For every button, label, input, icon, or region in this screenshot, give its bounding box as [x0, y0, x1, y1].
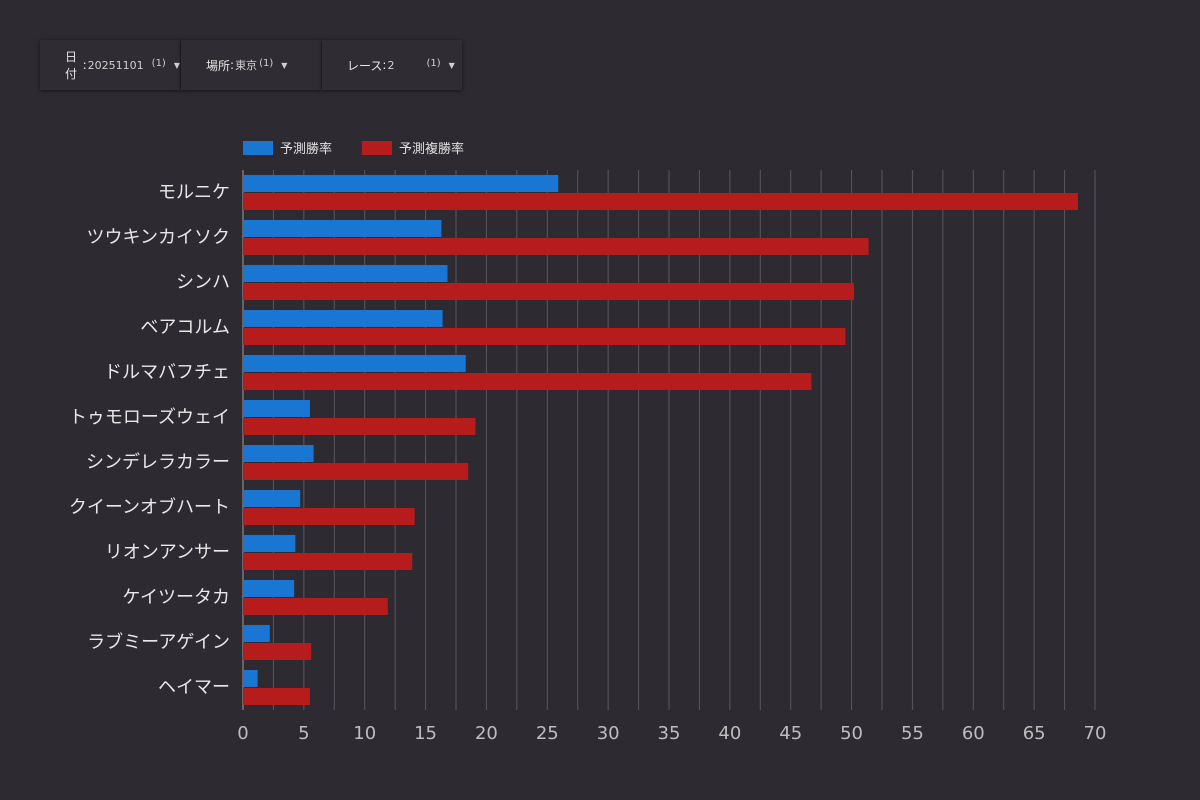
category-label: リオンアンサー	[105, 542, 230, 563]
x-tick-label: 25	[536, 723, 559, 744]
filter-race-label: レース	[347, 58, 383, 73]
x-tick-label: 70	[1084, 723, 1107, 744]
category-label: トゥモローズウェイ	[69, 407, 230, 428]
bar-place-rate	[243, 688, 310, 705]
x-tick-label: 45	[779, 723, 802, 744]
bar-win-rate	[243, 625, 270, 642]
bar-place-rate	[243, 598, 388, 615]
x-tick-label: 20	[475, 723, 498, 744]
filter-venue-count: (1)	[259, 57, 274, 69]
legend-label: 予測複勝率	[399, 141, 464, 157]
bar-win-rate	[243, 355, 466, 372]
x-tick-label: 0	[237, 723, 248, 744]
filter-race-value: 2	[387, 58, 395, 72]
bar-place-rate	[243, 238, 869, 255]
x-tick-label: 50	[840, 723, 863, 744]
category-label: シンハ	[176, 272, 230, 293]
bar-place-rate	[243, 463, 469, 480]
legend-swatch	[362, 141, 392, 155]
filter-venue-value: 東京	[235, 59, 258, 72]
category-label: ヘイマー	[158, 677, 230, 698]
bar-win-rate	[243, 220, 442, 237]
bar-win-rate	[243, 670, 258, 687]
filter-venue-label: 場所	[206, 58, 231, 73]
chevron-down-icon: ▼	[448, 60, 455, 70]
bar-win-rate	[243, 580, 295, 597]
x-tick-label: 5	[298, 723, 309, 744]
category-label: ラブミーアゲイン	[87, 631, 230, 653]
bar-place-rate	[243, 193, 1078, 210]
chevron-down-icon: ▼	[173, 60, 180, 70]
filter-race-count: (1)	[426, 57, 441, 69]
bar-place-rate	[243, 508, 415, 525]
legend-label: 予測勝率	[280, 141, 332, 157]
category-label: モルニケ	[158, 182, 230, 203]
category-label: クイーンオブハート	[69, 496, 230, 518]
filter-date-value: 20251101	[87, 58, 144, 72]
x-tick-label: 65	[1023, 723, 1046, 744]
bar-place-rate	[243, 283, 855, 300]
category-label: ツウキンカイソク	[87, 227, 230, 248]
x-tick-label: 40	[718, 723, 741, 744]
filter-date-count: (1)	[151, 57, 166, 69]
bar-win-rate	[243, 490, 301, 507]
bar-win-rate	[243, 310, 443, 327]
category-label: ケイツータカ	[122, 587, 230, 608]
x-tick-label: 55	[901, 723, 924, 744]
legend-swatch	[243, 141, 273, 155]
bar-place-rate	[243, 373, 812, 390]
filter-race[interactable]: レース: 2 (1) ▼	[322, 40, 462, 90]
bar-win-rate	[243, 535, 296, 552]
x-tick-label: 35	[658, 723, 681, 744]
bar-place-rate	[243, 418, 476, 435]
bar-win-rate	[243, 175, 559, 192]
x-tick-label: 15	[414, 723, 437, 744]
x-tick-label: 10	[353, 723, 376, 744]
bar-win-rate	[243, 400, 310, 417]
category-label: シンデレラカラー	[86, 452, 230, 473]
chevron-down-icon: ▼	[281, 60, 288, 70]
bar-win-rate	[243, 445, 314, 462]
x-tick-label: 30	[597, 723, 620, 744]
bar-place-rate	[243, 553, 413, 570]
category-label: ベアコルム	[140, 317, 230, 338]
category-label: ドルマバフチェ	[104, 362, 230, 383]
filter-venue[interactable]: 場所: 東京 (1) ▼	[181, 40, 321, 90]
filter-date[interactable]: 日付: 20251101 (1) ▼	[40, 40, 180, 90]
bar-win-rate	[243, 265, 448, 282]
bar-place-rate	[243, 328, 846, 345]
filter-date-label: 日付	[65, 50, 78, 81]
bar-place-rate	[243, 643, 312, 660]
x-tick-label: 60	[962, 723, 985, 744]
filter-bar: 日付: 20251101 (1) ▼ 場所: 東京 (1) ▼ レース: 2 (…	[40, 40, 463, 90]
